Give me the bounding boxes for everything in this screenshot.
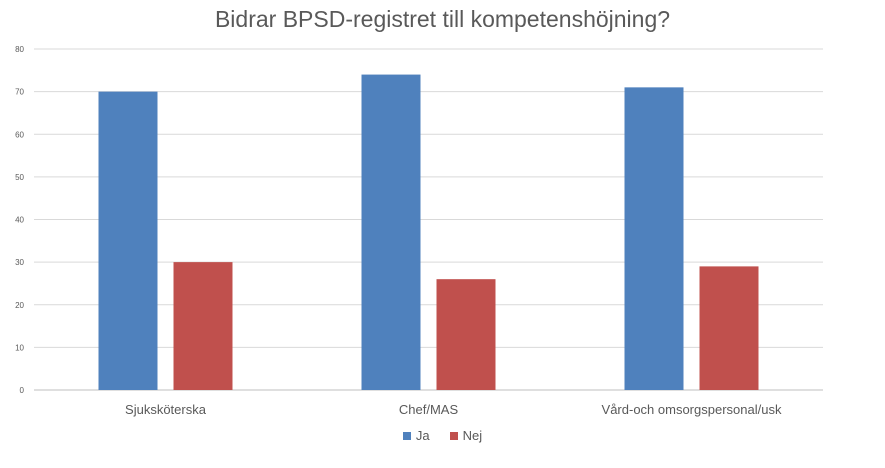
y-tick-label: 10 <box>15 343 24 352</box>
legend-label-nej: Nej <box>462 428 483 443</box>
bar-ja-1 <box>361 74 421 390</box>
chart-title: Bidrar BPSD-registret till kompetenshöjn… <box>214 6 671 32</box>
y-tick-label: 50 <box>15 173 24 182</box>
legend: Ja Nej <box>0 428 885 443</box>
x-tick-label: Sjuksköterska <box>125 402 207 417</box>
legend-item-ja: Ja <box>402 428 430 443</box>
y-tick-label: 20 <box>15 301 24 310</box>
y-tick-label: 60 <box>15 130 24 139</box>
bar-nej-1 <box>436 279 496 390</box>
legend-label-ja: Ja <box>415 428 430 443</box>
bar-ja-2 <box>624 87 684 391</box>
y-tick-label: 70 <box>15 88 24 97</box>
x-tick-label: Vård-och omsorgspersonal/usk <box>602 402 782 417</box>
y-tick-label: 30 <box>15 258 24 267</box>
bar-nej-2 <box>699 266 759 390</box>
legend-swatch-nej <box>449 431 458 440</box>
y-tick-label: 40 <box>15 216 24 225</box>
bar-nej-0 <box>173 262 233 390</box>
y-tick-label: 0 <box>20 386 25 395</box>
x-tick-label: Chef/MAS <box>399 402 459 417</box>
y-tick-label: 80 <box>15 45 24 54</box>
legend-swatch-ja <box>402 431 411 440</box>
legend-item-nej: Nej <box>449 428 483 443</box>
bar-ja-0 <box>98 91 158 390</box>
